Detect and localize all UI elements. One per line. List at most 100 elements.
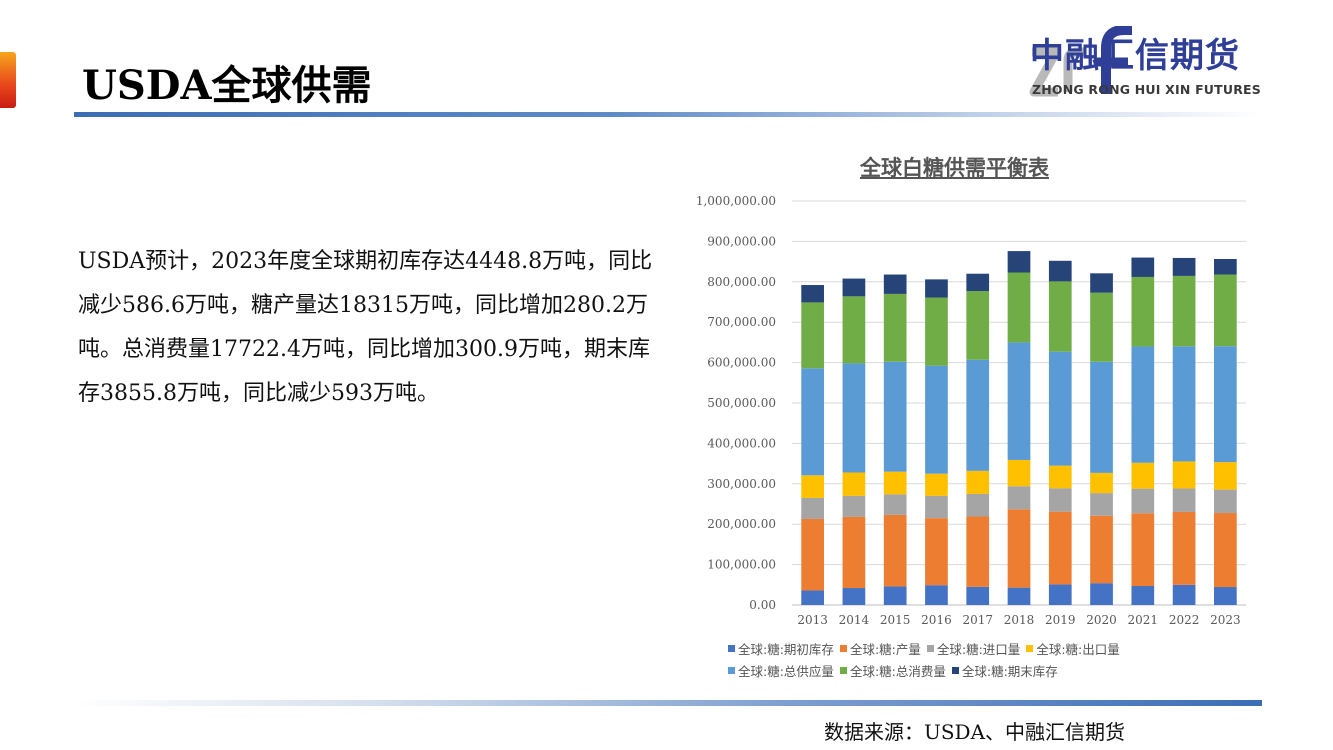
bar-segment	[842, 278, 866, 297]
bar-segment	[1131, 488, 1155, 514]
legend-swatch	[951, 666, 959, 674]
bar-segment	[842, 516, 866, 589]
bar-segment	[1007, 459, 1031, 487]
data-source: 数据来源：USDA、中融汇信期货	[824, 720, 1126, 744]
bar-segment	[1131, 346, 1155, 463]
bar-segment	[1214, 462, 1237, 490]
bar-segment	[1090, 361, 1113, 473]
bar-segment	[966, 359, 990, 471]
bar-segment	[1131, 513, 1155, 587]
y-tick-label: 1,000,000.00	[696, 194, 776, 208]
bar-segment	[1007, 272, 1031, 343]
bar-segment	[1090, 583, 1113, 605]
x-tick-label: 2017	[962, 613, 993, 627]
summary-paragraph: USDA预计，2023年度全球期初库存达4448.8万吨，同比减少586.6万吨…	[78, 249, 653, 406]
title-rule	[74, 112, 1260, 117]
y-tick-label: 100,000.00	[707, 558, 776, 572]
legend-item: 全球:糖:期初库存	[728, 639, 834, 658]
bar-segment	[1172, 275, 1196, 347]
x-tick-label: 2022	[1169, 613, 1200, 627]
bar-segment	[1214, 513, 1237, 588]
x-tick-label: 2020	[1086, 613, 1117, 627]
bar-segment	[883, 494, 907, 515]
bar-segment	[966, 470, 990, 494]
legend-row: 全球:糖:期初库存 全球:糖:产量 全球:糖:进口量 全球:糖:出口量	[728, 637, 1248, 659]
legend-swatch	[839, 666, 847, 674]
legend-item: 全球:糖:总供应量	[728, 661, 834, 680]
bar-segment	[1131, 276, 1155, 347]
bar-segment	[883, 586, 907, 605]
bar-segment	[1172, 488, 1196, 512]
bar-segment	[1090, 273, 1113, 293]
bar-segment	[883, 274, 907, 294]
bar-segment	[1172, 461, 1196, 489]
legend-swatch	[1026, 644, 1034, 652]
bar-segment	[1048, 351, 1072, 466]
bar-segment	[1090, 292, 1113, 362]
x-tick-label: 2013	[797, 613, 828, 627]
bar-segment	[1131, 462, 1155, 489]
legend-swatch	[728, 666, 735, 674]
y-tick-label: 0.00	[749, 598, 776, 612]
legend-row: 全球:糖:总供应量 全球:糖:总消费量 全球:糖:期末库存	[728, 659, 1248, 681]
legend-label: 全球:糖:产量	[849, 641, 921, 657]
bar-segment	[801, 475, 824, 498]
bar-segment	[1007, 342, 1031, 460]
bar-segment	[1214, 274, 1237, 347]
bar-segment	[1172, 584, 1196, 605]
legend-label: 全球:糖:总供应量	[738, 663, 834, 679]
bar-segment	[1048, 488, 1072, 512]
x-tick-label: 2023	[1210, 613, 1241, 627]
bar-segment	[883, 471, 907, 495]
bar-segment	[1131, 257, 1155, 277]
y-tick-label: 700,000.00	[707, 315, 776, 329]
y-tick-label: 600,000.00	[707, 356, 776, 370]
x-tick-label: 2021	[1128, 613, 1159, 627]
bar-segment	[1131, 586, 1155, 605]
bar-segment	[842, 363, 866, 473]
bar-segment	[966, 273, 990, 292]
legend-item: 全球:糖:总消费量	[839, 661, 946, 680]
legend-label: 全球:糖:出口量	[1036, 641, 1120, 657]
bar-segment	[925, 279, 948, 298]
bar-segment	[1214, 587, 1237, 605]
legend-item: 全球:糖:进口量	[926, 639, 1020, 658]
chart-legend: 全球:糖:期初库存 全球:糖:产量 全球:糖:进口量 全球:糖:出口量 全球:糖:总供应…	[728, 637, 1248, 681]
y-tick-label: 900,000.00	[707, 234, 776, 248]
legend-item: 全球:糖:产量	[839, 639, 921, 658]
company-logo	[1029, 26, 1132, 97]
bar-segment	[842, 472, 866, 496]
bar-segment	[883, 514, 907, 587]
accent-bar	[0, 52, 16, 108]
y-tick-label: 800,000.00	[707, 275, 776, 289]
logo-subtitle: ZHONG RONG HUI XIN FUTURES	[1032, 82, 1261, 97]
bar-segment	[1048, 260, 1072, 282]
bar-segment	[1048, 584, 1072, 605]
bar-segment	[1048, 511, 1072, 585]
x-tick-label: 2016	[921, 613, 952, 627]
legend-swatch	[839, 644, 847, 652]
bar-segment	[1007, 251, 1031, 273]
bar-segment	[801, 302, 824, 369]
bar-segment	[1007, 486, 1031, 510]
bar-segment	[1214, 346, 1237, 463]
legend-label: 全球:糖:总消费量	[849, 663, 946, 679]
bar-segment	[801, 497, 824, 519]
bar-segment	[925, 473, 948, 496]
x-tick-label: 2019	[1045, 613, 1076, 627]
y-tick-label: 500,000.00	[707, 396, 776, 410]
bar-segment	[1090, 472, 1113, 494]
legend-swatch	[728, 644, 735, 652]
bar-segment	[883, 361, 907, 472]
bar-segment	[925, 585, 948, 605]
bar-segment	[842, 588, 866, 605]
x-tick-label: 2018	[1004, 613, 1035, 627]
legend-swatch	[926, 644, 934, 652]
y-tick-label: 300,000.00	[707, 477, 776, 491]
bar-segment	[966, 291, 990, 360]
bar-segment	[1090, 493, 1113, 516]
bar-segment	[1048, 465, 1072, 489]
bar-segment	[801, 285, 824, 303]
bar-segment	[1048, 281, 1072, 352]
